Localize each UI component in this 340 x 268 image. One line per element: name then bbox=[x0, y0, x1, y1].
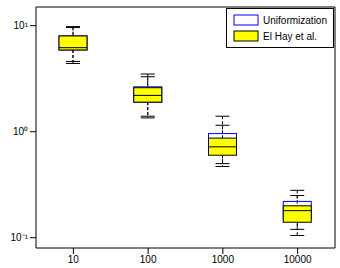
svg-text:10000: 10000 bbox=[284, 254, 312, 265]
svg-text:10: 10 bbox=[68, 254, 80, 265]
svg-text:10⁻¹: 10⁻¹ bbox=[11, 232, 29, 243]
html-text:Uniformization: Uniformization bbox=[263, 14, 327, 26]
svg-text:1000: 1000 bbox=[212, 254, 235, 265]
html-text:El Hay et al.: El Hay et al. bbox=[263, 30, 317, 42]
svg-text:10⁰: 10⁰ bbox=[13, 126, 28, 137]
svg-text:100: 100 bbox=[140, 254, 157, 265]
svg-text:10¹: 10¹ bbox=[14, 20, 29, 31]
